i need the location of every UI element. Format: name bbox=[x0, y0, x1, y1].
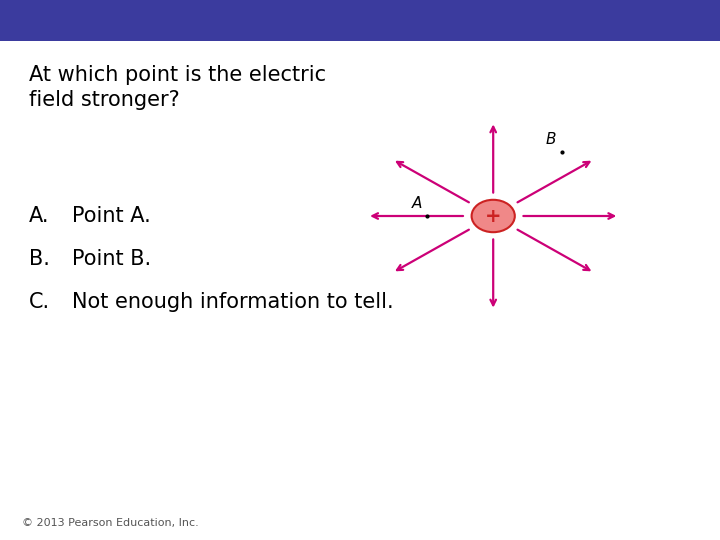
Text: At which point is the electric
field stronger?: At which point is the electric field str… bbox=[29, 65, 326, 110]
Text: © 2013 Pearson Education, Inc.: © 2013 Pearson Education, Inc. bbox=[22, 518, 198, 528]
Text: B: B bbox=[546, 132, 557, 147]
Text: Point B.: Point B. bbox=[72, 249, 151, 269]
Bar bbox=[0, 0, 720, 40]
Text: +: + bbox=[485, 206, 501, 226]
Text: A.: A. bbox=[29, 206, 49, 226]
Text: A: A bbox=[412, 195, 422, 211]
Text: Point A.: Point A. bbox=[72, 206, 150, 226]
Text: B.: B. bbox=[29, 249, 50, 269]
Text: Not enough information to tell.: Not enough information to tell. bbox=[72, 292, 394, 313]
Text: C.: C. bbox=[29, 292, 50, 313]
Circle shape bbox=[472, 200, 515, 232]
